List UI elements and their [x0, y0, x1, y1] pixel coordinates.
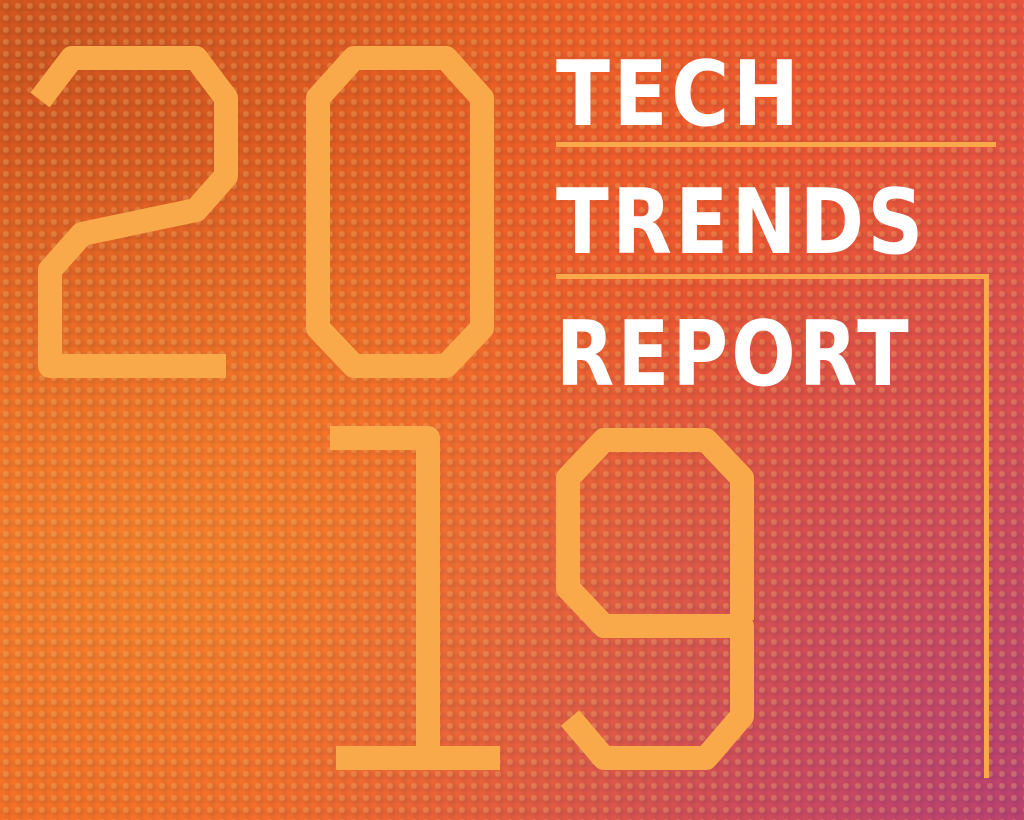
report-title: TECH TRENDS REPORT	[556, 40, 996, 780]
title-line-report: REPORT	[556, 302, 913, 407]
divider-rule-top	[556, 142, 996, 147]
divider-rule-vertical	[984, 274, 989, 778]
year-digit-2	[30, 46, 238, 378]
title-line-trends: TRENDS	[556, 170, 927, 275]
year-digit-1	[330, 426, 500, 770]
divider-rule-middle	[556, 274, 988, 279]
year-digit-0	[306, 46, 494, 378]
title-line-tech: TECH	[556, 42, 803, 147]
year-digit-9	[556, 428, 754, 770]
